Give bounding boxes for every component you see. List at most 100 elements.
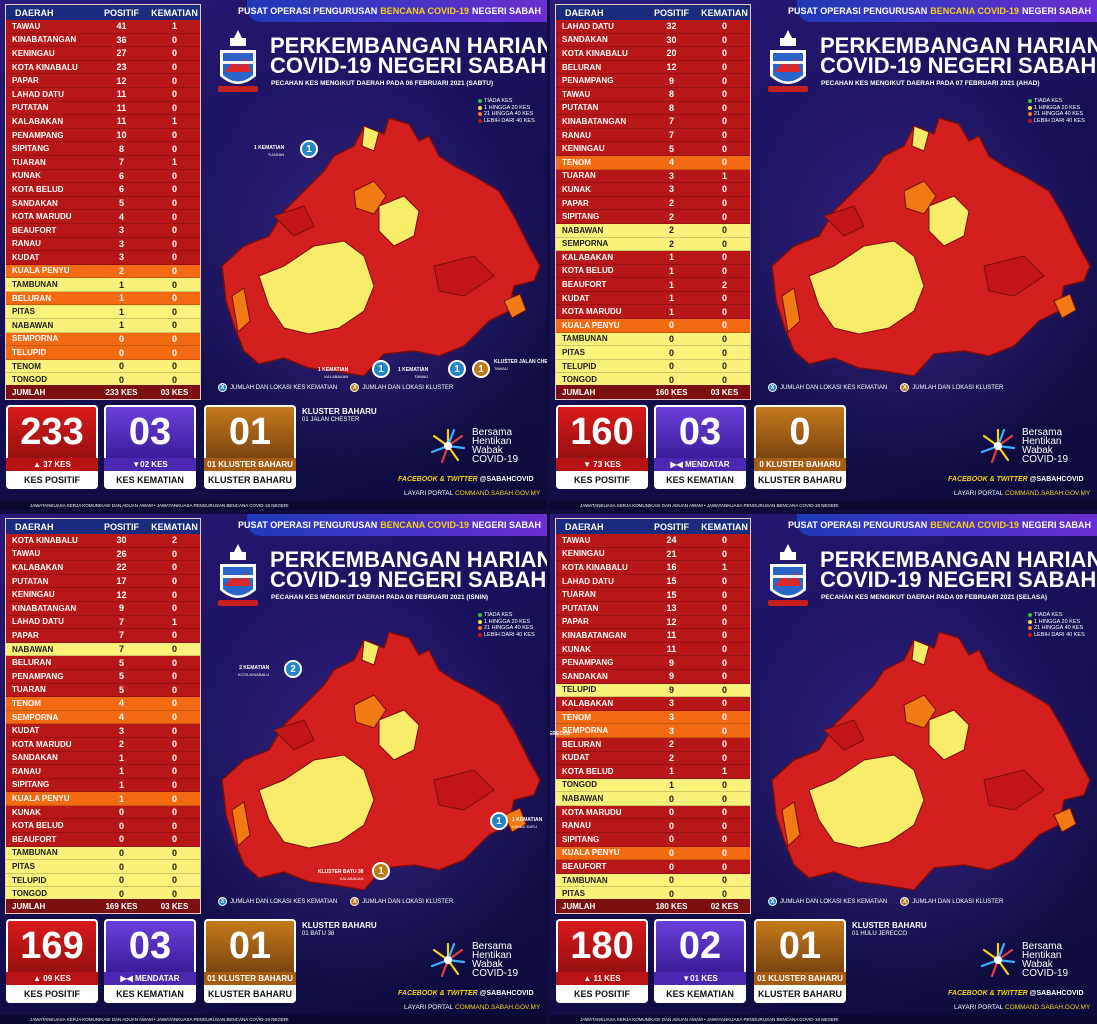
sabah-district-map [221, 631, 541, 891]
kes-kematian-label: KES KEMATIAN [104, 985, 196, 1003]
kematian-count: 0 [721, 589, 727, 600]
kluster-baharu-label: KLUSTER BAHARU [204, 985, 296, 1003]
kes-kematian-change: ▶◀ MENDATAR [104, 972, 196, 985]
kes-kematian-box: 03 ▼02 KES KES KEMATIAN [104, 405, 196, 489]
positif-count: 0 [118, 875, 124, 886]
social-handle-text[interactable]: @SABAHCOVID [1029, 476, 1084, 483]
kematian-count: 0 [171, 739, 177, 750]
district-name: TELUPID [562, 685, 597, 695]
positif-count: 12 [666, 62, 677, 73]
legend-dot-yellow [478, 619, 482, 624]
table-row: PENAMPANG 10 0 [6, 128, 200, 143]
table-row: BELURAN 12 0 [556, 60, 750, 75]
panel-07-feb: DAERAH POSITIF KEMATIAN LAHAD DATU 32 0 SAN… [550, 0, 1097, 510]
portal-link: LAYARI PORTAL COMMAND.SABAH.GOV.MY [954, 490, 1090, 497]
positif-count: 7 [118, 616, 124, 627]
kematian-marker[interactable]: 2 [284, 660, 302, 678]
banner-mid: BENCANA COVID-19 [380, 520, 469, 530]
table-row: KOTA KINABALU 20 0 [556, 47, 750, 61]
district-name: KOTA KINABALU [562, 562, 628, 572]
kematian-count: 0 [721, 62, 727, 73]
kematian-marker[interactable]: 1 [300, 140, 318, 158]
district-name: PAPAR [12, 630, 39, 640]
portal-link: LAYARI PORTAL COMMAND.SABAH.GOV.MY [404, 490, 540, 497]
social-handle-text[interactable]: @SABAHCOVID [479, 990, 534, 997]
kematian-marker-icon: X [768, 383, 777, 392]
positif-count: 7 [668, 130, 674, 141]
portal-url[interactable]: COMMAND.SABAH.GOV.MY [454, 1004, 541, 1011]
title-line-1: PERKEMBANGAN HARIAN [820, 33, 1097, 58]
table-row: SIPITANG 2 0 [556, 210, 750, 224]
table-row: KENINGAU 27 0 [6, 47, 200, 61]
table-row: PENAMPANG 5 0 [6, 669, 200, 684]
kluster-baharu-value: 01 [204, 919, 296, 972]
kluster-marker[interactable]: 1 [372, 862, 390, 880]
kluster-marker[interactable]: 1 [472, 360, 490, 378]
kematian-count: 0 [171, 725, 177, 736]
table-row: BEAUFORT 0 0 [6, 833, 200, 847]
positif-count: 1 [118, 752, 124, 763]
social-handle-text[interactable]: @SABAHCOVID [1029, 990, 1084, 997]
title-line-2: COVID-19 NEGERI SABAH [820, 53, 1097, 78]
district-name: KUALA PENYU [562, 848, 620, 858]
kematian-count: 0 [171, 130, 177, 141]
kematian-marker-icon: X [218, 897, 227, 906]
district-name: KUNAK [562, 644, 591, 654]
table-header: DAERAH POSITIF KEMATIAN [6, 519, 200, 534]
legend-item: 1 HINGGA 20 KES [484, 618, 531, 625]
positif-count: 1 [668, 306, 674, 317]
marker-label: 1 KEMATIAN LAHAD DATU [512, 817, 542, 829]
covid-line: COVID-19 [1022, 454, 1069, 465]
legend-dot-yellow [1028, 105, 1032, 110]
portal-url[interactable]: COMMAND.SABAH.GOV.MY [1004, 490, 1091, 497]
kes-positif-change: ▲ 11 KES [556, 972, 648, 985]
kematian-marker-icon: X [768, 897, 777, 906]
marker-label-location: KALABAKAN [324, 373, 349, 379]
positif-count: 4 [118, 698, 124, 709]
social-pre: FACEBOOK & TWITTER [948, 990, 1028, 997]
panel-08-feb: DAERAH POSITIF KEMATIAN KOTA KINABALU 30 2… [0, 514, 547, 1024]
district-name: SANDAKAN [12, 198, 58, 208]
sabah-district-map [771, 631, 1091, 891]
legend-kematian-text: JUMLAH DAN LOKASI KES KEMATIAN [780, 898, 888, 905]
bersama-line: Bersama [1022, 941, 1063, 952]
marker-label-location: TAWAU [494, 365, 508, 371]
kematian-count: 0 [721, 684, 727, 695]
positif-count: 0 [118, 888, 124, 899]
kematian-marker[interactable]: 1 [490, 812, 508, 830]
district-name: KENINGAU [562, 144, 605, 154]
legend-dot-orange [1028, 626, 1032, 631]
positif-count: 12 [116, 589, 127, 600]
banner-post: NEGERI SABAH [471, 520, 541, 530]
kematian-count: 2 [171, 535, 177, 546]
district-name: KOTA KINABALU [12, 62, 78, 72]
legend-kematian-text: JUMLAH DAN LOKASI KES KEMATIAN [230, 384, 338, 391]
kes-kematian-box: 03 ▶◀ MENDATAR KES KEMATIAN [654, 405, 746, 489]
kematian-marker[interactable]: 1 [372, 360, 390, 378]
portal-url[interactable]: COMMAND.SABAH.GOV.MY [454, 490, 541, 497]
legend-item: TIADA KES [1034, 612, 1063, 618]
kematian-marker[interactable]: 1 [448, 360, 466, 378]
district-name: KALABAKAN [12, 562, 64, 572]
district-name: SANDAKAN [562, 671, 608, 681]
legend-item: 21 HINGGA 40 KES [484, 625, 534, 631]
positif-count: 9 [668, 684, 674, 695]
kematian-count: 0 [171, 48, 177, 59]
kematian-count: 0 [171, 589, 177, 600]
social-handle-text[interactable]: @SABAHCOVID [479, 476, 534, 483]
district-name: TAMBUNAN [562, 875, 608, 885]
table-row: TENOM 0 0 [6, 359, 200, 374]
portal-url[interactable]: COMMAND.SABAH.GOV.MY [1004, 1004, 1091, 1011]
positif-count: 8 [118, 143, 124, 154]
district-name: TONGOD [12, 375, 47, 385]
kes-positif-value: 169 [6, 919, 98, 972]
positif-count: 1 [668, 293, 674, 304]
table-row: LAHAD DATU 11 0 [6, 87, 200, 102]
kematian-count: 0 [171, 320, 177, 331]
table-row: TAMBUNAN 0 0 [6, 846, 200, 861]
social-handle: FACEBOOK & TWITTER @SABAHCOVID [398, 476, 534, 483]
district-name: TONGOD [562, 780, 597, 790]
map-color-legend: TIADA KES 1 HINGGA 20 KES 21 HINGGA 40 K… [1028, 98, 1085, 124]
banner-mid: BENCANA COVID-19 [930, 6, 1019, 16]
